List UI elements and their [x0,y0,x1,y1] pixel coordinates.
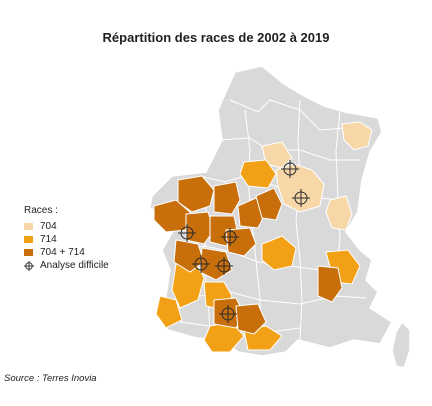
legend-item-704-714: 704 + 714 [24,246,109,259]
crosshair-icon [178,224,196,242]
legend: Races : 704 714 704 + 714 Analyse diffic… [24,205,109,272]
legend-swatch-704-714 [24,249,33,256]
legend-label: 704 + 714 [40,247,85,258]
departement-704-714 [225,227,257,257]
crosshair-icon [215,257,233,275]
departement-714 [239,159,277,189]
departement-714 [261,235,297,271]
legend-label: 714 [40,234,57,245]
race-714-areas [155,159,361,353]
crosshair-icon [192,255,210,273]
departement-704-714 [213,181,241,215]
crosshair-icon [219,305,237,323]
departement-704 [275,163,325,213]
race-704-714-areas [153,175,343,335]
crosshair-icon [221,228,239,246]
legend-swatch-714 [24,236,33,243]
legend-item-analyse-difficile: Analyse difficile [24,259,109,272]
departement-704-714 [255,187,283,221]
legend-heading: Races : [24,205,58,216]
crosshair-icon [292,189,310,207]
legend-swatch-704 [24,223,33,230]
legend-label: Analyse difficile [40,260,109,271]
departement-704 [325,195,353,231]
departement-704 [341,121,373,151]
source-caption: Source : Terres Inovia [4,373,97,384]
departement-704-714 [317,265,343,303]
departement-704-714 [185,211,215,245]
legend-item-714: 714 [24,233,109,246]
legend-label: 704 [40,221,57,232]
race-704-areas [261,121,373,231]
departement-714 [155,295,183,329]
crosshair-icon [281,160,299,178]
crosshair-icon [24,260,34,271]
legend-item-704: 704 [24,220,109,233]
map-title: Répartition des races de 2002 à 2019 [102,30,330,45]
departement-704-714 [235,303,267,335]
corsica-outline [391,320,411,369]
analyse-difficile-markers [178,160,310,323]
